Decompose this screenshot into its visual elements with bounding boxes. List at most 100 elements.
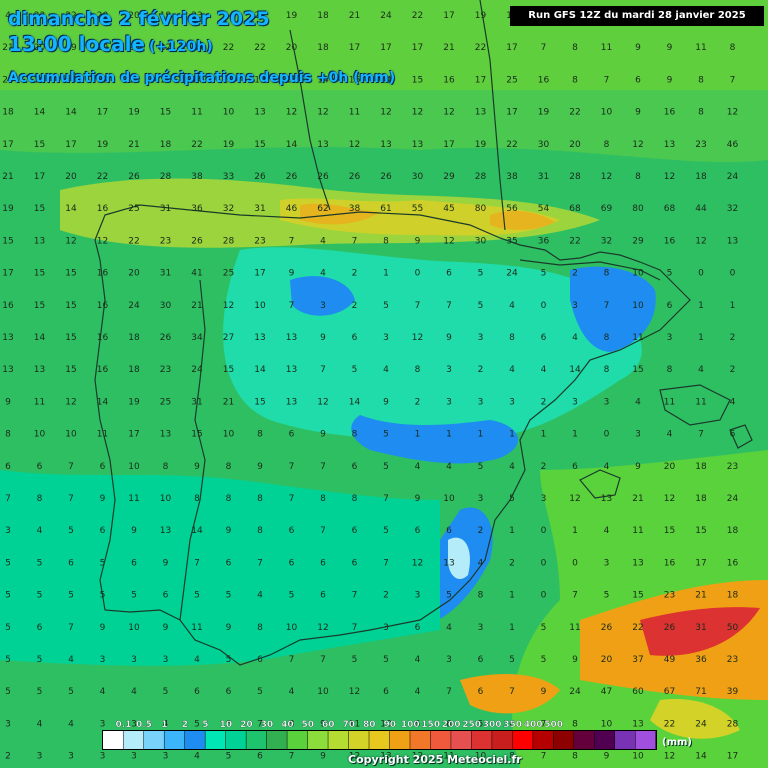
grid-value: 23: [695, 140, 706, 150]
grid-value: 21: [2, 172, 13, 182]
legend-swatch: [184, 731, 205, 749]
grid-value: 5: [383, 462, 389, 472]
grid-value: 6: [415, 719, 421, 729]
grid-value: 5: [383, 301, 389, 311]
grid-value: 35: [506, 236, 517, 246]
grid-value: 19: [475, 11, 487, 21]
grid-value: 3: [446, 397, 452, 407]
grid-value: 8: [257, 623, 263, 633]
grid-value: 24: [191, 365, 203, 375]
grid-value: 9: [194, 462, 200, 472]
grid-value: 4: [320, 236, 326, 246]
grid-value: 6: [478, 687, 484, 697]
grid-value: 12: [695, 236, 706, 246]
grid-value: 4: [415, 687, 421, 697]
grid-value: 4: [289, 687, 295, 697]
grid-value: 21: [223, 397, 234, 407]
grid-value: 9: [415, 236, 421, 246]
grid-value: 24: [380, 11, 392, 21]
grid-value: 20: [97, 11, 109, 21]
grid-value: 61: [380, 204, 391, 214]
grid-value: 10: [254, 301, 266, 311]
grid-value: 9: [635, 462, 641, 472]
legend-unit: (mm): [662, 737, 692, 748]
grid-value: 28: [160, 172, 172, 182]
grid-value: 2: [5, 752, 11, 762]
grid-value: 13: [632, 558, 643, 568]
legend-swatch: [615, 731, 636, 749]
grid-value: 1: [509, 430, 515, 440]
grid-value: 10: [601, 108, 613, 118]
grid-value: 9: [100, 494, 106, 504]
grid-value: 4: [604, 462, 610, 472]
grid-value: 3: [383, 333, 389, 343]
grid-value: 5: [289, 591, 295, 601]
grid-value: 15: [632, 365, 643, 375]
grid-value: 7: [383, 558, 389, 568]
grid-value: 3: [509, 397, 515, 407]
grid-value: 24: [223, 11, 235, 21]
grid-value: 41: [191, 269, 202, 279]
legend-tick-label: 200: [442, 720, 461, 730]
grid-value: 2: [415, 397, 421, 407]
grid-value: 26: [349, 172, 361, 182]
grid-value: 19: [538, 108, 550, 118]
grid-value: 17: [254, 269, 265, 279]
grid-value: 4: [100, 687, 106, 697]
legend-swatch: [410, 731, 431, 749]
grid-value: 10: [317, 687, 329, 697]
grid-value: 18: [727, 591, 739, 601]
grid-value: 12: [349, 140, 360, 150]
grid-value: 28: [475, 172, 487, 182]
grid-value: 13: [2, 365, 13, 375]
grid-value: 28: [727, 719, 739, 729]
grid-value: 17: [475, 75, 486, 85]
grid-value: 68: [569, 204, 581, 214]
grid-value: 5: [383, 655, 389, 665]
grid-value: 8: [635, 172, 641, 182]
grid-value: 6: [352, 333, 358, 343]
grid-value: 5: [667, 269, 673, 279]
grid-value: 17: [443, 11, 454, 21]
grid-value: 23: [191, 11, 202, 21]
legend-tick-label: 10: [220, 720, 233, 730]
grid-value: 19: [128, 108, 140, 118]
legend-swatch: [103, 731, 123, 749]
grid-value: 7: [604, 301, 610, 311]
grid-value: 7: [68, 494, 74, 504]
grid-value: 16: [97, 365, 109, 375]
grid-value: 27: [223, 333, 234, 343]
grid-value: 4: [730, 397, 736, 407]
grid-value: 1: [572, 430, 578, 440]
grid-value: 19: [286, 11, 298, 21]
grid-value: 13: [475, 108, 486, 118]
grid-value: 23: [664, 591, 675, 601]
grid-value: 21: [349, 11, 360, 21]
grid-value: 13: [380, 752, 391, 762]
grid-value: 15: [254, 140, 265, 150]
legend-tick-label: 70: [343, 720, 356, 730]
grid-value: 12: [569, 494, 580, 504]
grid-value: 4: [698, 365, 704, 375]
grid-value: 10: [65, 430, 77, 440]
grid-value: 6: [667, 301, 673, 311]
grid-value: 46: [727, 140, 739, 150]
grid-value: 17: [2, 140, 13, 150]
grid-value: 4: [257, 591, 263, 601]
grid-value: 15: [286, 75, 297, 85]
grid-value: 15: [34, 301, 45, 311]
grid-value: 23: [160, 236, 171, 246]
grid-value: 3: [635, 430, 641, 440]
grid-value: 8: [604, 333, 610, 343]
grid-value: 0: [541, 558, 547, 568]
grid-value: 6: [289, 430, 295, 440]
grid-value: 22: [160, 43, 171, 53]
grid-value: 6: [541, 333, 547, 343]
grid-value: 0: [541, 526, 547, 536]
grid-value: 10: [160, 494, 172, 504]
run-info: Run GFS 12Z du mardi 28 janvier 2025: [510, 6, 764, 26]
grid-value: 11: [569, 623, 580, 633]
grid-value: 5: [226, 655, 232, 665]
grid-value: 9: [446, 333, 452, 343]
